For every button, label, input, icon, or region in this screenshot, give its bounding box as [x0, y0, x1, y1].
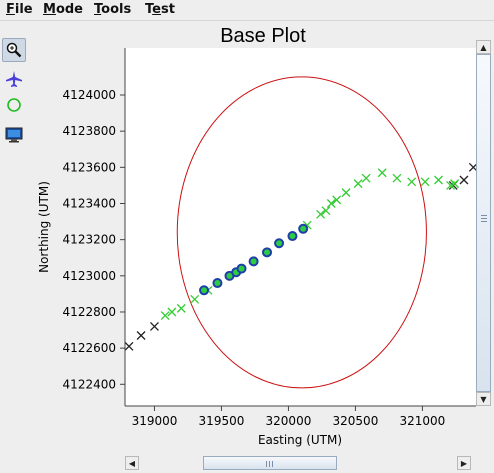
y-tick-label: 4124000 [63, 88, 116, 102]
circle-marker [274, 238, 285, 249]
x-axis-label: Easting (UTM) [258, 433, 342, 447]
black-x-marker [136, 331, 146, 340]
circle-icon [7, 98, 21, 112]
green-x-marker [450, 179, 460, 189]
green-x-marker [392, 173, 402, 183]
y-tick-label: 4123400 [63, 196, 116, 210]
y-tick-label: 4122400 [63, 377, 116, 391]
airplane-icon [6, 71, 22, 87]
y-tick-label: 4123000 [63, 269, 116, 283]
menu-file-label: ile [14, 2, 33, 17]
circle-marker [212, 278, 223, 289]
x-tick-label: 319000 [132, 414, 178, 428]
scroll-right-arrow[interactable]: ▶ [457, 456, 471, 470]
menu-test[interactable]: Test [145, 2, 175, 17]
x-tick-label: 321000 [400, 414, 446, 428]
black-x-marker [459, 175, 469, 185]
zoom-icon [6, 42, 22, 58]
scroll-up-arrow[interactable]: ▲ [476, 40, 491, 54]
y-tick-label: 4123200 [63, 233, 116, 247]
green-x-marker [190, 294, 200, 304]
menu-mode[interactable]: Mode [43, 2, 83, 17]
black-x-marker [125, 341, 134, 351]
menu-file[interactable]: File [6, 2, 33, 17]
green-x-marker [341, 188, 351, 198]
green-x-marker [176, 303, 186, 313]
monitor-icon [5, 127, 23, 143]
green-x-marker [377, 168, 387, 178]
circle-marker [262, 247, 273, 258]
menu-bar: File Mode Tools Test [0, 0, 494, 21]
vertical-scroll-thumb[interactable] [476, 54, 491, 392]
green-x-marker [321, 206, 331, 216]
green-x-marker [332, 195, 342, 205]
green-x-marker [353, 179, 363, 189]
vertical-scrollbar[interactable]: ▲ ▼ [476, 40, 491, 406]
circle-marker [199, 285, 210, 296]
green-x-marker [434, 175, 443, 185]
menu-file-mnemonic: F [6, 2, 15, 17]
flight-tool-button[interactable] [2, 67, 26, 91]
menu-tools[interactable]: Tools [94, 2, 131, 17]
menu-mode-label: ode [55, 2, 83, 17]
green-x-marker [407, 177, 417, 187]
green-x-marker [316, 209, 326, 219]
horizontal-scroll-thumb[interactable] [203, 456, 337, 470]
green-x-marker [361, 173, 371, 183]
horizontal-scrollbar[interactable]: ◀ ▶ [125, 456, 471, 470]
y-tick-label: 4122600 [63, 341, 116, 355]
circle-marker [236, 263, 247, 274]
circle-marker [298, 223, 309, 234]
tool-palette [0, 34, 30, 150]
black-x-marker [468, 162, 476, 172]
circle-marker [287, 231, 298, 242]
black-x-marker [150, 321, 159, 331]
menu-test-label: st [160, 2, 175, 17]
x-tick-label: 320500 [333, 414, 379, 428]
green-x-marker [160, 311, 170, 321]
chart-title: Base Plot [220, 25, 306, 47]
y-axis-label: Northing (UTM) [37, 181, 51, 273]
x-tick-label: 320000 [266, 414, 312, 428]
menu-tools-label: ools [101, 2, 132, 17]
menu-test-label-pre: T [145, 2, 153, 17]
y-tick-label: 4122800 [63, 305, 116, 319]
circle-marker [248, 256, 259, 267]
confidence-ellipse [176, 76, 427, 389]
menu-test-mnemonic: e [152, 2, 161, 17]
display-tool-button[interactable] [2, 123, 26, 147]
x-tick-label: 319500 [199, 414, 245, 428]
green-x-marker [420, 177, 430, 187]
menu-tools-mnemonic: T [94, 2, 102, 17]
scroll-down-arrow[interactable]: ▼ [476, 392, 491, 406]
green-x-marker [326, 199, 336, 208]
zoom-tool-button[interactable] [2, 38, 26, 62]
circle-tool-button[interactable] [2, 93, 26, 117]
y-tick-label: 4123600 [63, 160, 116, 174]
menu-mode-mnemonic: M [43, 2, 56, 17]
y-tick-label: 4123800 [63, 124, 116, 138]
scroll-left-arrow[interactable]: ◀ [125, 456, 139, 470]
green-x-marker [167, 307, 177, 317]
